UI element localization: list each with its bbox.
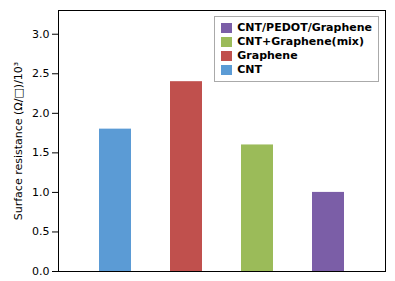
svg-text:2.5: 2.5	[32, 67, 50, 80]
html-text:Graphene: Graphene	[237, 49, 298, 62]
html-text:CNT: CNT	[237, 63, 263, 76]
svg-text:3.0: 3.0	[32, 28, 50, 41]
svg-text:Surface resistance (Ω/□)/10³: Surface resistance (Ω/□)/10³	[12, 62, 25, 221]
html-text:CNT/PEDOT/Graphene: CNT/PEDOT/Graphene	[237, 21, 372, 34]
svg-text:2.0: 2.0	[32, 107, 50, 120]
svg-text:0.0: 0.0	[32, 265, 50, 278]
svg-text:0.5: 0.5	[32, 225, 50, 238]
svg-text:1.0: 1.0	[32, 186, 50, 199]
html-text:CNT+Graphene(mix): CNT+Graphene(mix)	[237, 35, 364, 48]
svg-text:1.5: 1.5	[32, 146, 50, 159]
